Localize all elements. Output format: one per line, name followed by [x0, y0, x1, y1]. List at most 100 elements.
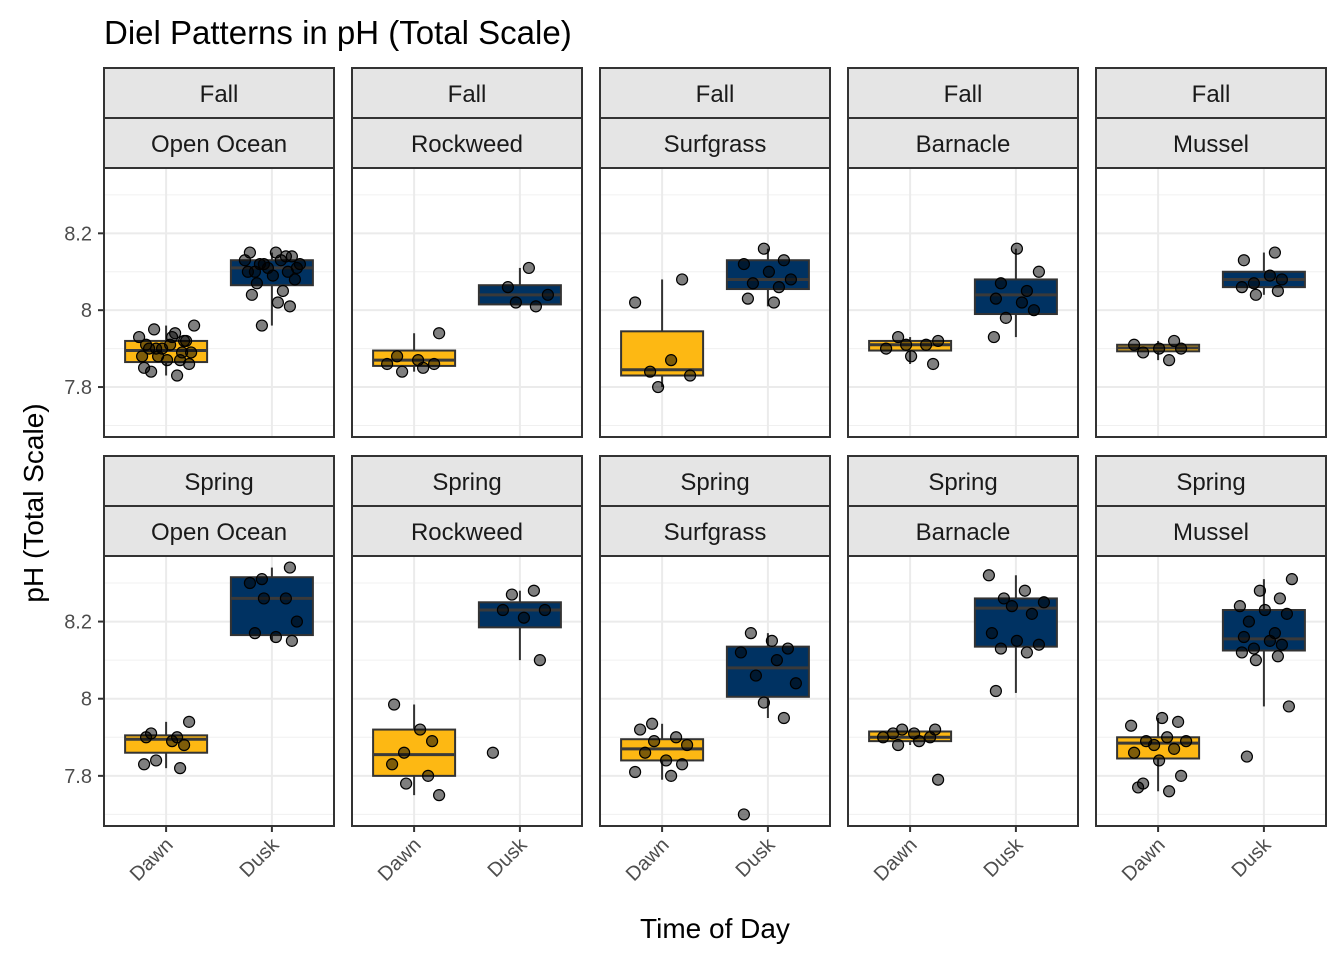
data-point	[997, 592, 1011, 605]
data-point	[1253, 584, 1267, 597]
box-dawn	[868, 330, 953, 371]
y-tick-label: 8.2	[64, 223, 92, 245]
data-point	[1136, 346, 1150, 359]
data-point	[1015, 296, 1029, 309]
strip-site-label: Mussel	[1173, 519, 1249, 546]
strip-site-label: Barnacle	[916, 519, 1011, 546]
data-point	[140, 731, 153, 744]
strip-season-box	[351, 67, 583, 119]
data-point	[398, 746, 411, 759]
data-point	[664, 769, 678, 782]
data-point	[1263, 634, 1277, 647]
data-point	[178, 334, 191, 348]
data-point	[145, 365, 158, 378]
data-point	[628, 765, 642, 779]
data-point	[140, 338, 153, 351]
data-point	[517, 611, 531, 624]
facet-panel-spring-open-ocean: Spring Open Ocean 7.8 8 8.2 Dawn Dusk	[64, 455, 335, 886]
box-dawn	[372, 698, 457, 802]
data-point	[757, 242, 771, 255]
box-iqr	[372, 728, 457, 777]
x-axis-title: Time of Day	[640, 913, 790, 944]
data-point	[1247, 642, 1261, 655]
data-point	[255, 573, 268, 586]
data-point	[931, 773, 945, 786]
data-point	[1032, 265, 1046, 278]
box-dusk	[477, 261, 562, 313]
strip-season-box	[103, 455, 335, 507]
box-dawn	[868, 723, 953, 786]
panel-border	[599, 555, 831, 827]
data-point	[243, 246, 256, 259]
strip-season-box	[847, 455, 1079, 507]
data-point	[279, 592, 292, 605]
data-point	[1273, 592, 1287, 605]
box-dusk	[229, 561, 314, 647]
strip-season-box	[599, 67, 831, 119]
data-point	[248, 627, 261, 640]
strip-season-label: Fall	[1192, 81, 1231, 108]
strip-site-label: Rockweed	[411, 519, 523, 546]
data-point	[789, 677, 803, 690]
strip-site-box	[351, 117, 583, 169]
data-point	[891, 738, 905, 752]
data-point	[1162, 785, 1176, 798]
box-dusk	[477, 584, 562, 759]
data-point	[982, 569, 996, 582]
data-point	[1025, 607, 1039, 620]
data-point	[1127, 746, 1141, 759]
data-point	[533, 654, 547, 667]
data-point	[989, 292, 1003, 305]
data-point	[1152, 754, 1166, 767]
data-point	[765, 634, 779, 647]
strip-site-label: Rockweed	[411, 131, 523, 158]
data-point	[643, 365, 657, 378]
data-point	[136, 350, 149, 363]
strip-season-box	[351, 455, 583, 507]
data-point	[886, 727, 900, 740]
data-point	[777, 254, 791, 267]
data-point	[417, 361, 430, 374]
data-point	[744, 627, 758, 640]
data-point	[749, 669, 763, 682]
data-point	[741, 292, 755, 305]
data-point	[664, 354, 678, 367]
strip-season-label: Fall	[448, 81, 487, 108]
x-tick-label: Dusk	[1228, 833, 1276, 881]
data-point	[1249, 654, 1263, 667]
facet-panel-fall-rockweed: Fall Rockweed	[351, 67, 583, 438]
data-point	[276, 284, 289, 298]
data-point	[1258, 603, 1272, 617]
y-tick-label: 8.2	[64, 612, 92, 634]
facet-panel-fall-barnacle: Fall Barnacle	[847, 67, 1079, 438]
data-point	[391, 350, 404, 363]
data-point	[1240, 750, 1254, 763]
data-point	[1167, 334, 1181, 348]
x-tick-label: Dusk	[732, 833, 780, 881]
strip-site-box	[1095, 505, 1327, 557]
data-point	[279, 250, 292, 263]
panel-border	[103, 555, 335, 827]
data-point	[1160, 731, 1174, 744]
data-point	[675, 758, 689, 771]
data-point	[388, 698, 401, 711]
y-axis-title: pH (Total Scale)	[18, 403, 49, 602]
y-tick-label: 7.8	[64, 377, 92, 399]
data-point	[486, 746, 499, 759]
data-point	[994, 642, 1008, 655]
data-point	[680, 738, 694, 752]
strip-season-label: Spring	[680, 469, 749, 496]
data-point	[1174, 342, 1188, 355]
data-point	[1235, 281, 1249, 294]
facet-panel-spring-barnacle: Spring Barnacle Dawn Dusk	[847, 455, 1079, 886]
data-point	[757, 696, 771, 709]
data-point	[150, 754, 163, 767]
x-tick-label: Dusk	[236, 833, 284, 881]
box-iqr	[1221, 609, 1306, 652]
data-point	[529, 300, 543, 313]
box-dusk	[725, 242, 810, 309]
data-point	[1155, 711, 1169, 725]
strip-site-box	[103, 505, 335, 557]
data-point	[912, 735, 926, 748]
box-dawn	[1116, 711, 1201, 798]
